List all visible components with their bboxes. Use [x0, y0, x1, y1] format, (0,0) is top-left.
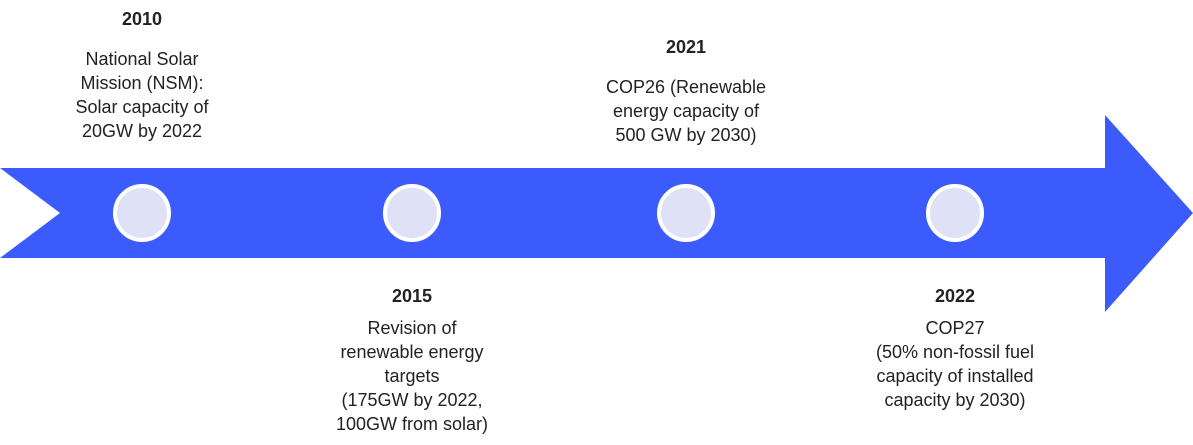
timeline-arrow — [0, 115, 1193, 312]
milestone-dot — [926, 184, 984, 242]
event-year: 2021 — [666, 37, 706, 57]
milestone-dot — [383, 184, 441, 242]
event-year: 2010 — [122, 9, 162, 29]
event-description: Mission (NSM): — [80, 73, 203, 93]
milestone-dot — [113, 184, 171, 242]
event-description: COP27 — [925, 318, 984, 338]
event-description: COP26 (Renewable — [606, 77, 766, 97]
event-year: 2015 — [392, 286, 432, 306]
event-description: Solar capacity of — [75, 97, 209, 117]
event-description: targets — [384, 366, 439, 386]
event-description: capacity of installed — [876, 366, 1033, 386]
event-description: capacity by 2030) — [884, 390, 1025, 410]
event-description: 500 GW by 2030) — [615, 125, 756, 145]
event-description: renewable energy — [340, 342, 483, 362]
event-year: 2022 — [935, 286, 975, 306]
event-description: (50% non-fossil fuel — [876, 342, 1034, 362]
event-description: 20GW by 2022 — [82, 121, 202, 141]
event-description: 100GW from solar) — [336, 414, 488, 434]
milestone-dot — [657, 184, 715, 242]
event-description: energy capacity of — [613, 101, 760, 121]
event-description: Revision of — [367, 318, 457, 338]
event-description: (175GW by 2022, — [341, 390, 482, 410]
event-description: National Solar — [85, 49, 198, 69]
